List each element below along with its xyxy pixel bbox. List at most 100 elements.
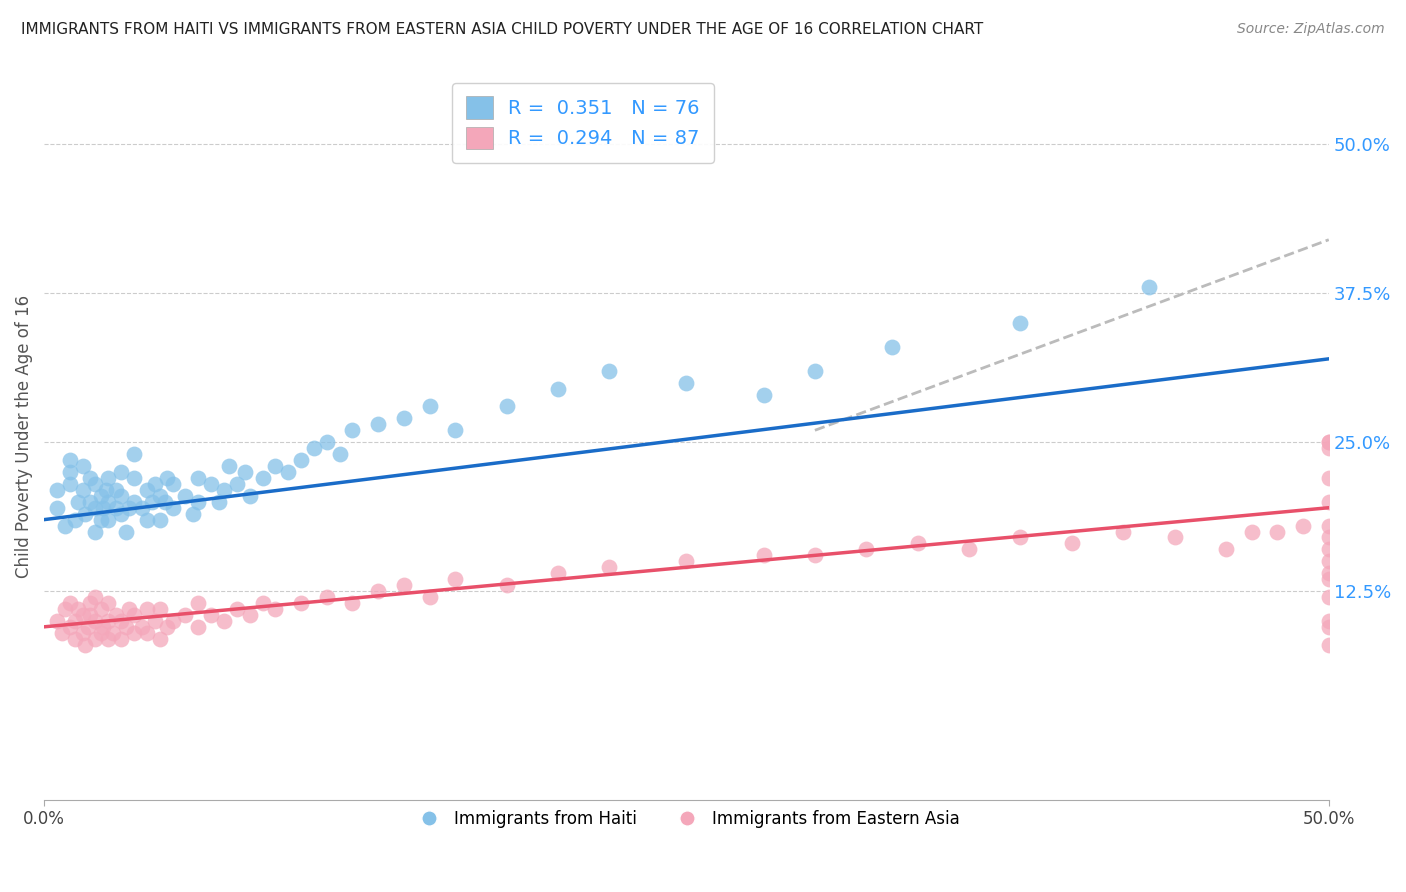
Point xyxy=(91,620,114,634)
Point xyxy=(208,495,231,509)
Point xyxy=(46,500,69,515)
Point xyxy=(84,632,107,646)
Point xyxy=(1215,542,1237,557)
Point xyxy=(752,549,775,563)
Point xyxy=(149,489,172,503)
Point xyxy=(1317,435,1340,450)
Point xyxy=(218,458,240,473)
Point xyxy=(131,500,153,515)
Point xyxy=(1317,495,1340,509)
Point xyxy=(1317,531,1340,545)
Point xyxy=(342,423,364,437)
Point xyxy=(302,441,325,455)
Point xyxy=(72,607,94,622)
Point xyxy=(135,483,157,497)
Point xyxy=(122,607,145,622)
Point xyxy=(97,596,120,610)
Point xyxy=(115,620,138,634)
Point xyxy=(418,400,440,414)
Point xyxy=(174,607,197,622)
Point xyxy=(212,614,235,628)
Point xyxy=(1317,471,1340,485)
Point xyxy=(143,476,166,491)
Point xyxy=(51,625,73,640)
Point xyxy=(84,590,107,604)
Point xyxy=(1292,518,1315,533)
Point xyxy=(162,476,184,491)
Point xyxy=(63,614,86,628)
Point xyxy=(162,614,184,628)
Point xyxy=(1317,518,1340,533)
Point xyxy=(63,513,86,527)
Point xyxy=(907,536,929,550)
Point xyxy=(880,340,903,354)
Point xyxy=(329,447,352,461)
Point xyxy=(110,465,132,479)
Point xyxy=(143,614,166,628)
Point xyxy=(239,489,262,503)
Point xyxy=(103,625,125,640)
Point xyxy=(153,495,176,509)
Point xyxy=(90,513,112,527)
Point xyxy=(97,614,120,628)
Point xyxy=(1317,566,1340,581)
Point xyxy=(75,507,97,521)
Point xyxy=(97,632,120,646)
Point xyxy=(187,596,209,610)
Point xyxy=(392,578,415,592)
Point xyxy=(1317,572,1340,586)
Point xyxy=(1317,638,1340,652)
Point xyxy=(110,507,132,521)
Point xyxy=(290,453,312,467)
Point xyxy=(675,554,697,568)
Point xyxy=(957,542,980,557)
Point xyxy=(200,607,222,622)
Point xyxy=(84,500,107,515)
Point xyxy=(84,476,107,491)
Point xyxy=(110,614,132,628)
Point xyxy=(233,465,256,479)
Point xyxy=(187,495,209,509)
Point xyxy=(804,549,827,563)
Point xyxy=(200,476,222,491)
Point xyxy=(752,387,775,401)
Point xyxy=(239,607,262,622)
Point xyxy=(252,596,274,610)
Point xyxy=(444,423,467,437)
Point xyxy=(79,607,101,622)
Point xyxy=(290,596,312,610)
Point xyxy=(90,602,112,616)
Point xyxy=(264,602,287,616)
Point xyxy=(495,400,517,414)
Point xyxy=(1060,536,1083,550)
Point xyxy=(110,632,132,646)
Point xyxy=(418,590,440,604)
Point xyxy=(855,542,877,557)
Point xyxy=(53,518,76,533)
Point xyxy=(79,495,101,509)
Point xyxy=(59,476,82,491)
Point xyxy=(1267,524,1289,539)
Point xyxy=(135,513,157,527)
Point xyxy=(264,458,287,473)
Point xyxy=(174,489,197,503)
Point xyxy=(1163,531,1185,545)
Point xyxy=(675,376,697,390)
Point xyxy=(1010,531,1032,545)
Text: IMMIGRANTS FROM HAITI VS IMMIGRANTS FROM EASTERN ASIA CHILD POVERTY UNDER THE AG: IMMIGRANTS FROM HAITI VS IMMIGRANTS FROM… xyxy=(21,22,983,37)
Point xyxy=(149,602,172,616)
Point xyxy=(97,513,120,527)
Point xyxy=(91,500,114,515)
Point xyxy=(156,620,179,634)
Point xyxy=(1317,441,1340,455)
Point xyxy=(149,632,172,646)
Point xyxy=(315,435,337,450)
Point xyxy=(1010,316,1032,330)
Point xyxy=(804,364,827,378)
Point xyxy=(76,620,98,634)
Point xyxy=(122,471,145,485)
Point xyxy=(46,483,69,497)
Point xyxy=(53,602,76,616)
Point xyxy=(94,483,117,497)
Point xyxy=(135,602,157,616)
